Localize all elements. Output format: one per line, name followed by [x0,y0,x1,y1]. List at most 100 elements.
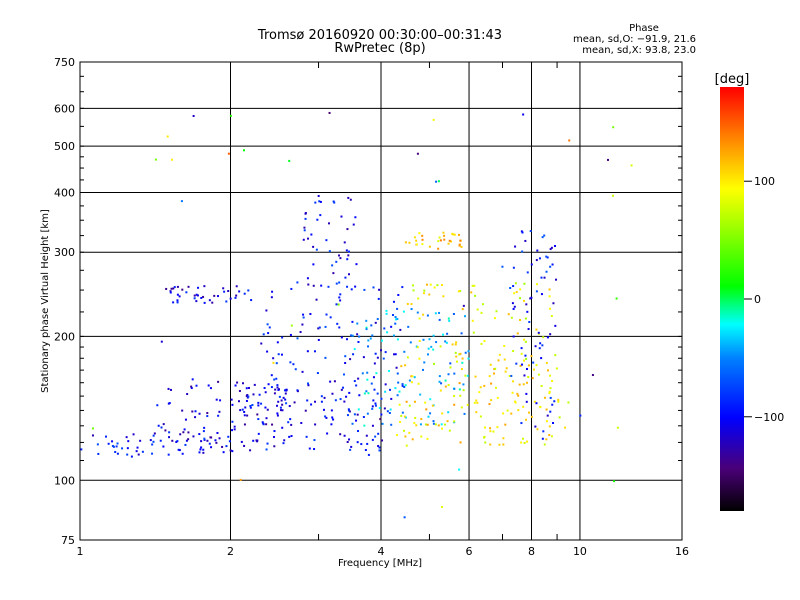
data-point [267,383,270,386]
data-point [558,416,561,419]
data-point [495,310,498,313]
data-point [466,374,469,377]
data-point [308,447,311,450]
data-point [289,418,292,421]
data-point [437,180,440,183]
chart-subtitle: RwPretec (8p) [334,41,425,56]
data-point [427,415,430,418]
data-point [200,440,203,443]
data-point [400,414,403,417]
data-point [339,257,342,260]
data-point [541,236,544,239]
data-point [243,414,246,417]
data-point [276,414,279,417]
data-point [471,319,474,322]
data-point [239,478,242,481]
data-point [464,351,467,354]
data-point [194,410,197,413]
data-point [208,442,211,445]
data-point [530,355,533,358]
data-point [394,322,397,325]
data-point [394,318,397,321]
data-point [300,421,303,424]
data-point [313,439,316,442]
data-point [463,315,466,318]
data-point [404,364,407,367]
data-point [390,325,393,328]
data-point [444,385,447,388]
data-point [528,411,531,414]
data-point [290,287,293,290]
x-tick-label: 6 [466,545,473,558]
data-point [425,408,428,411]
data-point [422,313,425,316]
data-point [170,388,173,391]
data-point [444,379,447,382]
data-point [214,439,217,442]
data-point [382,357,385,360]
y-axis-label: Stationary phase Virtual Height [km] [40,209,51,393]
data-point [313,350,316,353]
data-point [276,341,279,344]
data-point [383,327,386,330]
y-tick-labels: 75 100 200 300 400 500 600 750 [54,56,75,547]
data-point [348,391,351,394]
data-point [406,356,409,359]
data-point [414,416,417,419]
data-point [409,341,412,344]
data-point [420,418,423,421]
data-point [276,404,279,407]
data-point [351,422,354,425]
data-point [394,353,397,356]
data-point [534,425,537,428]
data-point [410,303,413,306]
data-point [515,291,518,294]
data-point [256,413,259,416]
data-point [539,342,542,345]
data-points [80,111,633,519]
data-point [186,393,189,396]
data-point [191,410,194,413]
data-point [270,296,273,299]
data-point [443,423,446,426]
data-point [302,313,305,316]
data-point [263,387,266,390]
data-point [373,362,376,365]
data-point [512,285,515,288]
data-point [505,367,508,370]
data-point [380,413,383,416]
data-point [355,384,358,387]
data-point [130,455,133,458]
data-point [557,398,560,401]
data-point [355,419,358,422]
data-point [330,409,333,412]
data-point [231,450,234,453]
data-point [548,288,551,291]
data-point [490,382,493,385]
data-point [378,288,381,291]
data-point [227,290,230,293]
data-point [352,223,355,226]
data-point [422,292,425,295]
data-point [517,409,520,412]
data-point [529,230,532,233]
data-point [439,239,442,242]
data-point [233,425,236,428]
data-point [550,435,553,438]
data-point [167,453,170,456]
data-point [195,300,198,303]
data-point [306,277,309,280]
data-point [354,216,357,219]
data-point [228,440,231,443]
data-point [413,422,416,425]
data-point [488,375,491,378]
y-tick-label: 100 [54,474,75,487]
data-point [528,320,531,323]
data-point [489,363,492,366]
data-point [429,412,432,415]
data-point [126,453,129,456]
data-point [521,231,524,234]
data-point [264,406,267,409]
data-point [447,373,450,376]
y-tick-label: 600 [54,102,75,115]
